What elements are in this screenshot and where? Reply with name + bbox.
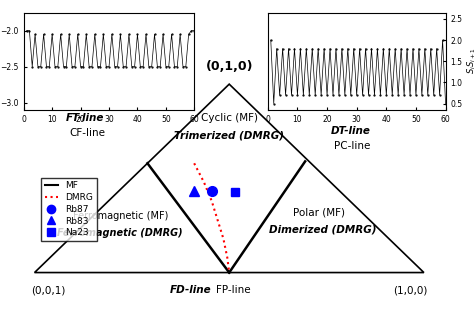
Text: FD-line: FD-line xyxy=(170,285,212,295)
Text: FT-line: FT-line xyxy=(66,113,104,123)
Text: Dimerized (DMRG): Dimerized (DMRG) xyxy=(269,224,376,234)
Text: (1,0,0): (1,0,0) xyxy=(393,286,428,296)
Text: (0,0,1): (0,0,1) xyxy=(31,286,65,296)
Y-axis label: $S_iS_{i+1}$: $S_iS_{i+1}$ xyxy=(465,48,474,74)
Text: Ferromagnetic (DMRG): Ferromagnetic (DMRG) xyxy=(57,228,183,238)
Text: (0,1,0): (0,1,0) xyxy=(205,60,253,73)
Text: Trimerized (DMRG): Trimerized (DMRG) xyxy=(174,130,284,140)
Text: Ferromagnetic (MF): Ferromagnetic (MF) xyxy=(73,211,168,221)
Text: PC-line: PC-line xyxy=(334,141,371,151)
Legend: MF, DMRG, Rb87, Rb83, Na23: MF, DMRG, Rb87, Rb83, Na23 xyxy=(41,178,97,241)
Text: CF-line: CF-line xyxy=(70,128,106,138)
Text: Cyclic (MF): Cyclic (MF) xyxy=(201,113,258,123)
Text: FP-line: FP-line xyxy=(216,285,250,295)
Text: DT-line: DT-line xyxy=(330,126,370,136)
Text: Polar (MF): Polar (MF) xyxy=(293,207,345,217)
